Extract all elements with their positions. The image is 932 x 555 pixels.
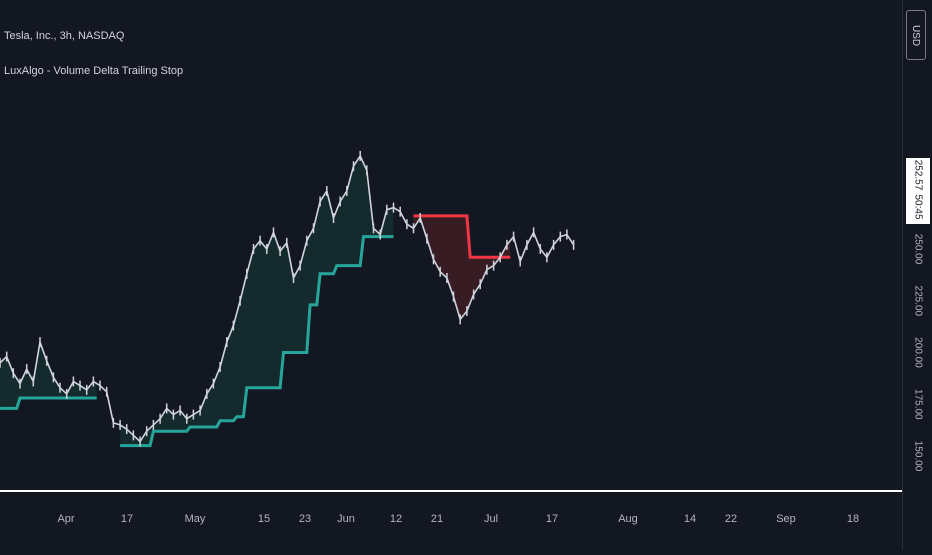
trailing-stop-bull-1-fill [0,342,97,409]
x-tick-label: Sep [776,513,796,525]
y-tick-label: 175.00 [912,389,923,420]
trailing-stop-bull-2-fill [120,155,394,446]
x-tick-label: 18 [847,513,859,525]
y-tick-label: 250.00 [912,234,923,265]
countdown-value: 50:45 [912,194,923,219]
x-tick-label: Aug [618,513,638,525]
trailing-stop-bull-1-line [0,396,97,410]
trailing-stop-layer [0,214,511,448]
trailing-stop-bull-2-line [120,235,394,448]
x-tick-label: 17 [546,513,558,525]
x-tick-label: Jul [484,513,498,525]
x-tick-label: Apr [57,513,74,525]
symbol-title[interactable]: Tesla, Inc., 3h, NASDAQ [4,30,125,42]
x-tick-label: 14 [684,513,696,525]
x-tick-label: 17 [121,513,133,525]
y-tick-label: 200.00 [912,337,923,368]
trailing-stop-bear-fill [413,215,511,320]
x-tick-label: Jun [337,513,355,525]
currency-button[interactable]: USD [906,10,926,60]
x-tick-label: May [185,513,206,525]
x-tick-label: 15 [258,513,270,525]
x-tick-label: 22 [725,513,737,525]
y-tick-label: 225.00 [912,286,923,317]
trailing-stop-bear-line [413,214,511,259]
price-series-layer [0,150,575,447]
last-price-label: 252.57 50:45 [906,158,930,224]
x-tick-label: 12 [390,513,402,525]
x-tick-label: 23 [299,513,311,525]
indicator-title[interactable]: LuxAlgo - Volume Delta Trailing Stop [4,65,184,77]
y-tick-label: 150.00 [912,441,923,472]
x-axis-ticks: Apr 17 May 15 23 Jun 12 21 Jul 17 Aug 14 22 Sep 18 [57,513,859,525]
stop-fill-layer [0,155,511,446]
last-price-value: 252.57 [912,160,923,191]
last-price-box [906,158,930,224]
x-tick-label: 21 [431,513,443,525]
currency-label: USD [910,24,922,46]
